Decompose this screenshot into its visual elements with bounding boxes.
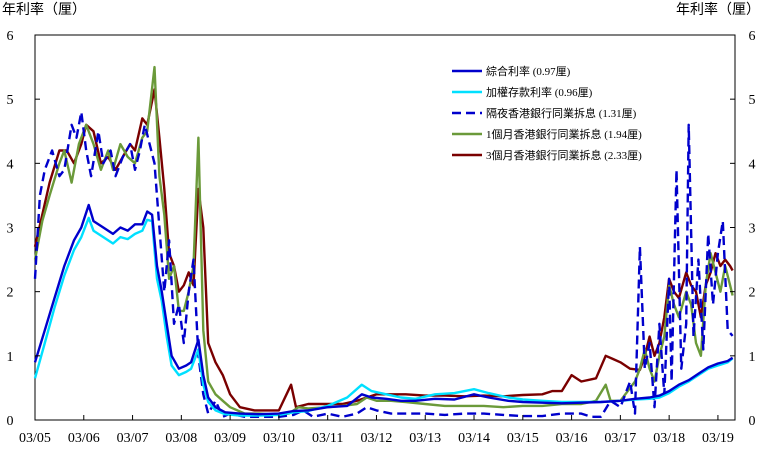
y-axis-unit-left: 年利率（厘）	[2, 1, 86, 18]
x-tick-label: 03/06	[68, 431, 100, 446]
legend-label-1: 加權存款利率 (0.96厘)	[486, 85, 593, 99]
x-tick-label: 03/14	[458, 431, 490, 446]
x-tick-label: 03/18	[653, 431, 685, 446]
x-tick-label: 03/12	[361, 431, 393, 446]
x-tick-label: 03/13	[409, 431, 441, 446]
axis-layer: 0 0 1 1 2 2 3 3 4 4 5 5 6 6 03/05 03/06 03/07 03/08 03/09 0…	[7, 29, 756, 446]
plot-frame	[34, 34, 736, 421]
y-tick-label-right: 4	[749, 157, 756, 172]
x-tick-label: 03/07	[117, 431, 149, 446]
x-tick-label: 03/17	[604, 431, 636, 446]
y-tick-label-left: 0	[7, 414, 14, 429]
y-tick-label-right: 6	[749, 29, 756, 44]
y-tick-label-left: 4	[7, 157, 14, 172]
legend-label-3: 1個月香港銀行同業拆息 (1.94厘)	[486, 127, 642, 141]
series-line-0	[33, 203, 734, 416]
x-tick-label: 03/08	[165, 431, 197, 446]
x-tick-label: 03/09	[214, 431, 246, 446]
y-tick-label-left: 2	[7, 286, 14, 301]
y-tick-label-left: 3	[7, 222, 14, 237]
y-axis-unit-right: 年利率（厘）	[676, 1, 760, 18]
x-tick-label: 03/05	[19, 431, 51, 446]
legend-label-0: 綜合利率 (0.97厘)	[486, 64, 571, 78]
series-layer	[33, 65, 734, 418]
y-tick-label-left: 1	[7, 350, 14, 365]
y-tick-label-right: 2	[749, 286, 756, 301]
y-tick-label-right: 0	[749, 414, 756, 429]
x-tick-label: 03/16	[556, 431, 588, 446]
y-tick-label-right: 5	[749, 93, 756, 108]
x-tick-label: 03/11	[312, 431, 343, 446]
x-tick-label: 03/10	[263, 431, 295, 446]
legend: 綜合利率 (0.97厘) 加權存款利率 (0.96厘) 隔夜香港銀行同業拆息 (1.…	[452, 64, 642, 162]
x-tick-label: 03/19	[702, 431, 734, 446]
legend-label-4: 3個月香港銀行同業拆息 (2.33厘)	[486, 148, 642, 162]
x-tick-label: 03/15	[507, 431, 539, 446]
y-tick-label-right: 1	[749, 350, 756, 365]
series-line-2	[33, 110, 734, 418]
y-tick-label-right: 3	[749, 222, 756, 237]
y-tick-label-left: 6	[7, 29, 14, 44]
legend-label-2: 隔夜香港銀行同業拆息 (1.31厘)	[486, 106, 637, 120]
y-tick-label-left: 5	[7, 93, 14, 108]
